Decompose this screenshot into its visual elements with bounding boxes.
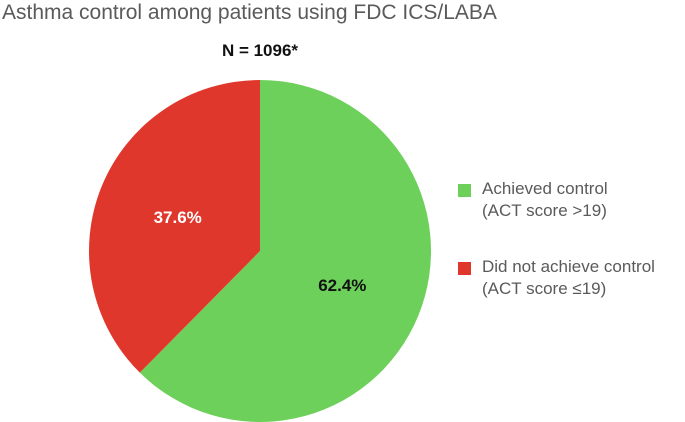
slice-value-label-not-achieved: 37.6% — [154, 208, 202, 227]
slice-value-label-achieved: 62.4% — [318, 276, 366, 295]
legend-label-not-achieved: Did not achieve control (ACT score ≤19) — [482, 256, 685, 300]
chart-title: Asthma control among patients using FDC … — [2, 1, 497, 24]
legend-label-line: Did not achieve control — [482, 257, 655, 276]
pie-slice-achieved — [139, 80, 432, 422]
legend-label-line: Achieved control — [482, 179, 608, 198]
legend-item-not-achieved: Did not achieve control (ACT score ≤19) — [458, 256, 685, 300]
legend-swatch-achieved — [458, 184, 471, 197]
legend-swatch-not-achieved — [458, 262, 471, 275]
legend-label-line: (ACT score >19) — [482, 201, 607, 220]
pie-slice-not-achieved — [89, 80, 261, 373]
legend-item-achieved: Achieved control (ACT score >19) — [458, 178, 685, 222]
legend-label-achieved: Achieved control (ACT score >19) — [482, 178, 685, 222]
legend: Achieved control (ACT score >19) Did not… — [458, 178, 685, 300]
legend-label-line: (ACT score ≤19) — [482, 279, 607, 298]
chart-subtitle: N = 1096* — [221, 41, 299, 60]
